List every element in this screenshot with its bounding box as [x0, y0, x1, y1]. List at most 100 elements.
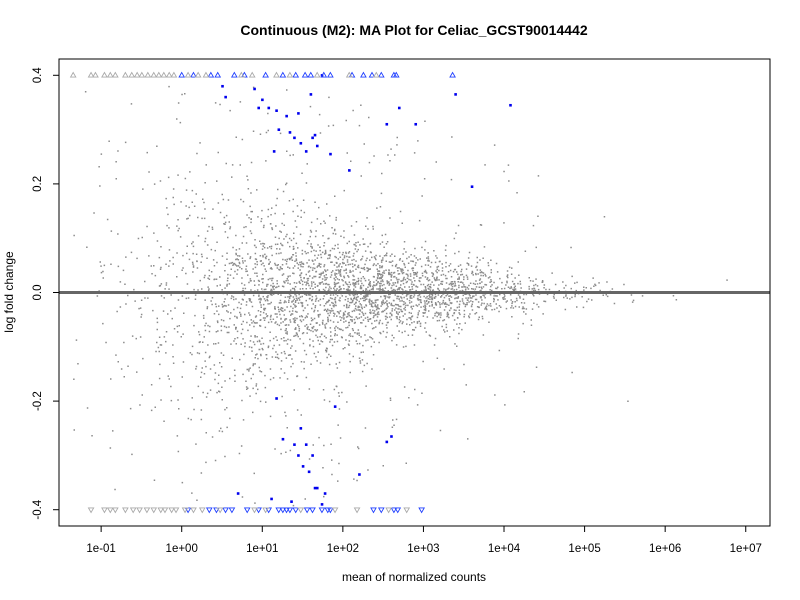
significant-point	[236, 492, 240, 495]
significant-point	[309, 93, 313, 96]
clipped-up-marker	[214, 71, 222, 78]
significant-point	[414, 122, 418, 126]
clipped-up-marker	[237, 71, 245, 78]
significant-point	[290, 500, 293, 503]
clipped-down-marker	[243, 507, 251, 514]
significant-point	[275, 397, 278, 400]
clipped-down-marker	[303, 507, 311, 514]
x-axis-label: mean of normalized counts	[342, 570, 486, 584]
clipped-up-marker	[230, 71, 238, 78]
clipped-up-marker	[178, 71, 186, 78]
significant-point	[272, 150, 276, 153]
clipped-up-marker	[106, 71, 114, 78]
clipped-down-marker	[418, 507, 426, 514]
x-axis: 1e-01 1e+00 1e+01 1e+02 1e+03 1e+04 1e+05 1e+06…	[86, 526, 762, 555]
clipped-up-marker	[360, 71, 367, 78]
clipped-up-marker	[160, 71, 168, 78]
clipped-up-marker	[345, 71, 353, 78]
clipped-down-marker	[283, 507, 290, 514]
y-tick-label: -0.2	[32, 391, 44, 411]
significant-point	[277, 128, 281, 131]
clipped-down-marker	[150, 507, 158, 514]
clipped-up-marker	[144, 71, 152, 78]
clipped-down-marker	[292, 507, 300, 514]
clipped-down-marker	[385, 507, 393, 514]
significant-point	[297, 454, 300, 457]
clipped-up-marker	[301, 71, 309, 78]
significant-point	[299, 141, 303, 145]
clipped-up-marker	[313, 71, 321, 78]
clipped-up-marker	[190, 71, 197, 78]
clipped-up-marker	[449, 71, 456, 78]
significant-point	[221, 84, 224, 88]
clipped-up-marker	[133, 71, 141, 78]
x-tick-label: 1e+05	[568, 543, 600, 555]
clipped-down-marker	[331, 507, 339, 514]
clipped-up-marker	[111, 71, 119, 78]
clipped-up-marker	[327, 71, 334, 78]
significant-point	[297, 112, 300, 115]
significant-point	[299, 427, 303, 430]
clipped-up-marker	[279, 71, 287, 78]
clipped-down-marker	[122, 507, 129, 514]
clipped-up-marker	[194, 71, 202, 78]
clipped-up-marker	[155, 71, 163, 78]
clipped-up-marker	[122, 71, 129, 78]
clipped-up-marker	[368, 71, 376, 78]
clipped-down-marker	[255, 507, 262, 514]
clipped-down-marker	[318, 507, 326, 514]
clipped-down-marker	[190, 507, 197, 514]
y-tick-label: 0.0	[32, 285, 44, 301]
significant-point	[323, 492, 327, 495]
clipped-down-marker	[327, 507, 334, 514]
clipped-up-marker	[292, 71, 300, 78]
clipped-up-marker	[392, 71, 400, 78]
significant-point	[329, 152, 332, 156]
clipped-down-marker	[172, 507, 180, 514]
clipped-up-marker	[262, 71, 269, 78]
significant-point	[348, 169, 351, 172]
y-axis: -0.4 -0.2 0.0 0.2 0.4	[32, 67, 59, 520]
y-axis-label: log fold change	[2, 251, 16, 333]
significant-point	[281, 437, 285, 441]
significant-point	[270, 497, 273, 501]
significant-point	[224, 95, 227, 99]
significant-point	[333, 405, 337, 408]
clipped-up-marker	[92, 71, 99, 78]
significant-point	[285, 114, 288, 118]
clipped-up-marker	[207, 71, 215, 78]
x-tick-label: 1e+03	[407, 543, 439, 555]
clipped-down-marker	[106, 507, 114, 514]
significant-point	[293, 443, 296, 446]
y-tick-label: 0.2	[32, 176, 44, 192]
significant-point	[470, 185, 474, 189]
clipped-down-marker	[205, 507, 213, 514]
significant-point	[311, 136, 314, 140]
background-point-cloud	[73, 85, 728, 507]
significant-point	[313, 133, 317, 137]
significant-point	[275, 109, 278, 112]
clipped-down-marker	[198, 507, 206, 514]
clipped-down-marker	[129, 507, 137, 514]
x-tick-label: 1e-01	[86, 543, 115, 555]
significant-point	[253, 87, 256, 91]
clipped-down-marker	[181, 507, 189, 514]
x-tick-label: 1e+02	[327, 543, 359, 555]
significant-point	[293, 136, 296, 140]
clipped-up-marker	[202, 71, 210, 78]
background-points	[73, 85, 728, 507]
significant-point	[257, 106, 260, 110]
clipped-down-marker	[251, 507, 258, 514]
significant-point	[315, 144, 319, 148]
significant-point	[397, 106, 401, 110]
significant-point	[390, 435, 393, 438]
clipped-up-marker	[184, 71, 192, 78]
clipped-up-marker	[128, 71, 136, 78]
significant-point	[320, 503, 324, 506]
significant-point	[454, 93, 457, 96]
x-tick-label: 1e+01	[246, 543, 278, 555]
clipped-down-marker	[216, 507, 224, 514]
significant-point	[307, 470, 311, 474]
clipped-up-marker	[307, 71, 315, 78]
